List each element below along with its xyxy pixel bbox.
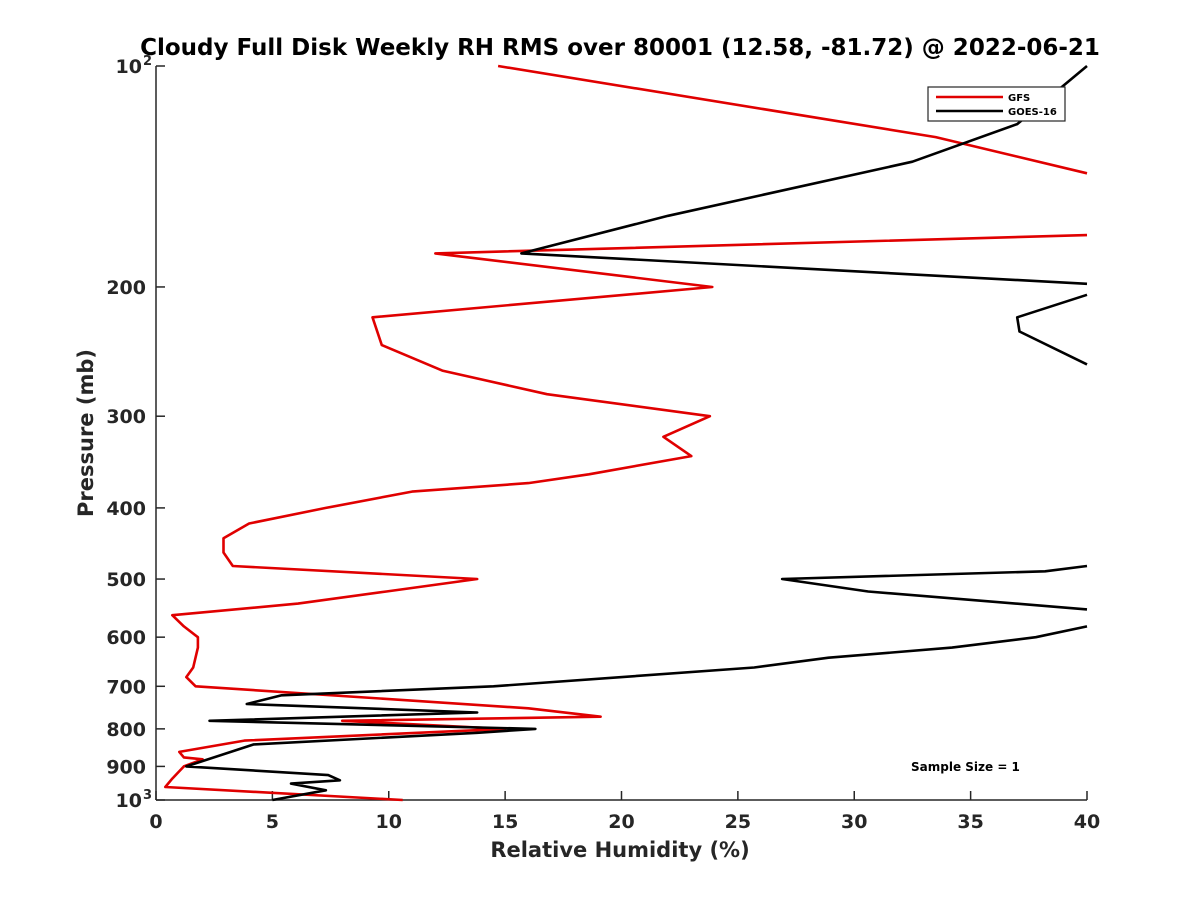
- y-tick-label: 500: [106, 569, 146, 591]
- x-tick-label: 25: [725, 811, 751, 833]
- y-tick-label: 600: [106, 627, 146, 649]
- x-tick-label: 10: [376, 811, 402, 833]
- x-tick-label: 35: [957, 811, 983, 833]
- x-tick-label: 30: [841, 811, 867, 833]
- legend: GFS GOES-16: [927, 86, 1066, 122]
- legend-box: [927, 86, 1066, 122]
- x-tick-label: 20: [608, 811, 634, 833]
- y-tick-label: 400: [106, 498, 146, 520]
- y-tick-label: 900: [106, 756, 146, 778]
- series-line-goes16: [185, 65, 1088, 802]
- x-axis-label: Relative Humidity (%): [490, 838, 749, 862]
- y-tick-label: 300: [106, 406, 146, 428]
- y-tick-label: 200: [106, 277, 146, 299]
- x-tick-group: 0 5 10 15 20 25 30 35 40: [149, 791, 1100, 833]
- y-tick-label: 10: [116, 56, 142, 78]
- x-tick-label: 5: [266, 811, 279, 833]
- legend-label-gfs: GFS: [1008, 93, 1030, 104]
- chart-title: Cloudy Full Disk Weekly RH RMS over 8000…: [140, 35, 1100, 61]
- y-tick-exponent: 2: [143, 54, 152, 69]
- y-tick-label: 700: [106, 676, 146, 698]
- y-axis-label: Pressure (mb): [74, 349, 98, 517]
- x-tick-label: 15: [492, 811, 518, 833]
- series-group: [164, 64, 1088, 802]
- y-tick-exponent: 3: [143, 788, 152, 803]
- x-tick-label: 0: [149, 811, 162, 833]
- sample-size-annotation: Sample Size = 1: [911, 760, 1020, 774]
- x-tick-label: 40: [1074, 811, 1100, 833]
- series-line-gfs: [164, 64, 1088, 802]
- legend-label-goes16: GOES-16: [1008, 107, 1057, 118]
- y-tick-label: 10: [116, 790, 142, 812]
- y-tick-label: 800: [106, 719, 146, 741]
